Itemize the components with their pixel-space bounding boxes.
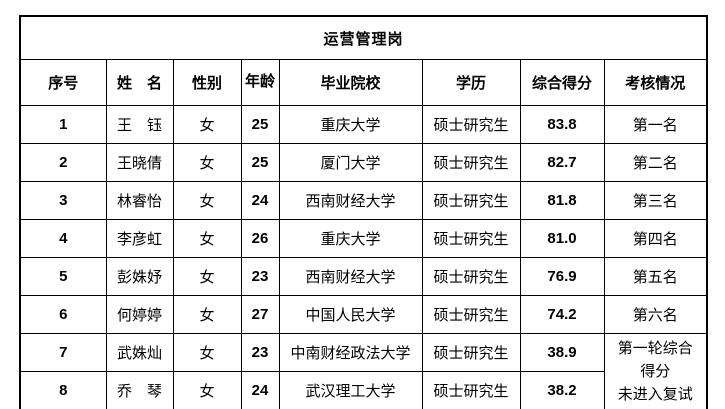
column-header-school: 毕业院校 [278,59,423,106]
table-row: 3 林睿怡 女 24 西南财经大学 硕士研究生 81.8 第三名 [19,181,708,220]
table-row: 7 武姝灿 女 23 中南财经政法大学 硕士研究生 38.9 第一轮综合 得分 … [19,333,708,409]
cell-score: 82.7 [519,143,605,182]
cell-no: 4 [19,219,107,258]
table-row: 1 王 钰 女 25 重庆大学 硕士研究生 83.8 第一名 [19,105,708,144]
cell-result-merged: 第一轮综合 得分 未进入复试 [603,333,708,409]
cell-result: 第五名 [603,257,708,296]
cell-score: 74.2 [519,295,605,334]
table-row: 4 李彦虹 女 26 重庆大学 硕士研究生 81.0 第四名 [19,219,708,258]
cell-no: 2 [19,143,107,182]
cell-degree: 硕士研究生 [421,143,521,182]
cell-school: 中南财经政法大学 [278,333,423,372]
cell-gender: 女 [172,371,242,409]
cell-no: 7 [19,333,107,372]
cell-degree: 硕士研究生 [421,219,521,258]
cell-result: 第三名 [603,181,708,220]
table-row: 5 彭姝妤 女 23 西南财经大学 硕士研究生 76.9 第五名 [19,257,708,296]
cell-result: 第二名 [603,143,708,182]
cell-name: 何婷婷 [105,295,174,334]
column-header-degree: 学历 [421,59,521,106]
cell-result: 第六名 [603,295,708,334]
cell-no: 6 [19,295,107,334]
cell-no: 5 [19,257,107,296]
cell-age: 23 [240,257,280,296]
cell-degree: 硕士研究生 [421,181,521,220]
cell-score: 38.2 [519,371,605,409]
cell-name: 乔 琴 [105,371,174,409]
cell-school: 中国人民大学 [278,295,423,334]
cell-score: 38.9 [519,333,605,372]
table-row: 8 乔 琴 女 24 武汉理工大学 硕士研究生 38.2 [19,371,707,409]
cell-school: 武汉理工大学 [278,371,423,409]
cell-age: 26 [240,219,280,258]
cell-gender: 女 [172,295,242,334]
table-row: 6 何婷婷 女 27 中国人民大学 硕士研究生 74.2 第六名 [19,295,708,334]
cell-age: 25 [240,105,280,144]
cell-gender: 女 [172,219,242,258]
cell-degree: 硕士研究生 [421,295,521,334]
cell-result: 第四名 [603,219,708,258]
cell-gender: 女 [172,181,242,220]
cell-age: 24 [240,371,280,409]
cell-school: 重庆大学 [278,219,423,258]
cell-no: 1 [19,105,107,144]
cell-name: 武姝灿 [105,333,174,372]
cell-score: 81.8 [519,181,605,220]
column-header-assessment: 考核情况 [603,59,708,106]
column-header-score: 综合得分 [519,59,605,106]
cell-name: 王晓倩 [105,143,174,182]
cell-name: 李彦虹 [105,219,174,258]
column-header-gender: 性别 [172,59,242,106]
cell-degree: 硕士研究生 [421,333,521,372]
cell-score: 76.9 [519,257,605,296]
cell-school: 西南财经大学 [278,181,423,220]
cell-age: 25 [240,143,280,182]
table-row: 2 王晓倩 女 25 厦门大学 硕士研究生 82.7 第二名 [19,143,708,182]
cell-gender: 女 [172,333,242,372]
cell-gender: 女 [172,105,242,144]
cell-school: 厦门大学 [278,143,423,182]
cell-age: 24 [240,181,280,220]
cell-no: 3 [19,181,107,220]
cell-name: 王 钰 [105,105,174,144]
cell-result: 第一名 [603,105,708,144]
cell-degree: 硕士研究生 [421,371,521,409]
cell-score: 83.8 [519,105,605,144]
cell-degree: 硕士研究生 [421,105,521,144]
cell-score: 81.0 [519,219,605,258]
cell-no: 8 [19,371,107,409]
column-header-no: 序号 [19,59,107,106]
cell-gender: 女 [172,257,242,296]
cell-age: 23 [240,333,280,372]
cell-gender: 女 [172,143,242,182]
cell-name: 彭姝妤 [105,257,174,296]
table-title: 运营管理岗 [19,15,708,60]
cell-age: 27 [240,295,280,334]
column-header-age: 年龄 [240,59,280,106]
cell-school: 重庆大学 [278,105,423,144]
column-header-name: 姓 名 [105,59,174,106]
cell-name: 林睿怡 [105,181,174,220]
cell-degree: 硕士研究生 [421,257,521,296]
header-row: 序号 姓 名 性别 年龄 毕业院校 学历 综合得分 考核情况 [19,59,708,106]
cell-school: 西南财经大学 [278,257,423,296]
title-row: 运营管理岗 [19,15,708,60]
candidates-table: 运营管理岗 序号 姓 名 性别 年龄 毕业院校 学历 综合得分 考核情况 1 王… [19,15,709,409]
